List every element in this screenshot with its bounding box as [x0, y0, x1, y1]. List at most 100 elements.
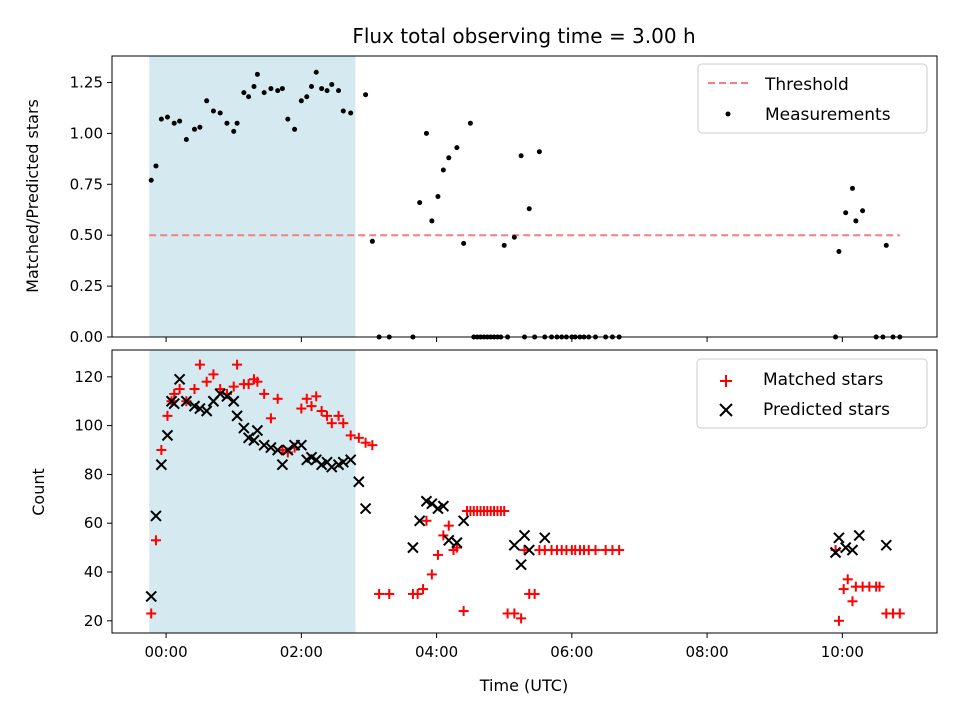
x-tick-label: 06:00: [550, 643, 593, 661]
measurement-point: [883, 242, 889, 248]
matched-star-point: [150, 535, 161, 546]
measurement-point: [417, 200, 423, 206]
y-tick-label: 0.50: [70, 226, 103, 244]
predicted-star-point: [451, 537, 463, 549]
bottom-legend-box: [696, 358, 928, 429]
measurement-point: [461, 240, 467, 246]
predicted-star-point: [337, 456, 349, 468]
measurement-point: [251, 84, 257, 90]
y-tick-label: 20: [84, 612, 103, 630]
matched-star-point: [590, 545, 601, 556]
x-tick-label: 02:00: [280, 643, 323, 661]
predicted-star-point: [345, 454, 357, 466]
matched-stars-points: [146, 359, 905, 626]
measurement-point: [429, 218, 435, 224]
predicted-star-point: [258, 439, 270, 451]
measurement-point: [285, 116, 291, 122]
predicted-star-point: [829, 546, 842, 559]
measurement-points: [148, 69, 903, 340]
predicted-star-point: [271, 444, 284, 456]
measurement-point: [853, 218, 859, 224]
measurement-point: [177, 118, 183, 124]
measurement-point: [241, 90, 247, 96]
matched-star-point: [252, 376, 263, 387]
matched-star-point: [838, 584, 849, 595]
matched-star-point: [374, 588, 385, 599]
predicted-star-point: [180, 395, 193, 407]
predicted-star-point: [523, 544, 535, 556]
measurement-point: [279, 86, 285, 92]
matched-star-point: [272, 393, 283, 404]
matched-star-point: [156, 445, 167, 456]
measurement-point: [268, 86, 274, 92]
predicted-star-point: [228, 395, 240, 407]
predicted-star-point: [295, 439, 308, 451]
measurement-point: [158, 116, 164, 122]
predicted-star-point: [194, 402, 206, 415]
measurement-point: [423, 130, 429, 136]
predicted-star-point: [221, 390, 233, 403]
bottom-legend: Matched stars Predicted stars: [696, 358, 928, 429]
predicted-star-point: [251, 424, 264, 437]
measurement-point: [153, 163, 159, 169]
predicted-star-point: [248, 434, 260, 446]
predicted-star-point: [457, 515, 470, 527]
matched-star-point: [353, 432, 364, 443]
measurement-point: [313, 69, 319, 75]
predicted-star-point: [846, 544, 859, 556]
predicted-star-point: [214, 388, 226, 400]
predicted-star-point: [173, 373, 186, 385]
matched-star-point: [316, 405, 327, 416]
predicted-star-point: [282, 444, 294, 456]
matched-star-point: [306, 401, 317, 412]
measurement-point: [518, 153, 524, 159]
predicted-star-point: [231, 410, 243, 422]
matched-star-point: [228, 381, 239, 392]
measurement-point: [860, 208, 866, 214]
x-tick-label: 08:00: [685, 643, 728, 661]
top-y-axis-label: Matched/Predicted stars: [23, 99, 42, 293]
predicted-star-point: [443, 534, 455, 547]
matched-star-point: [243, 379, 254, 390]
bottom-x-ticks: 00:00 02:00 04:00 06:00 08:00 10:00: [144, 633, 864, 661]
legend-predicted-swatch: [719, 403, 733, 417]
measurement-point: [536, 149, 542, 155]
y-tick-label: 1.25: [70, 73, 103, 91]
measurement-point: [246, 94, 252, 100]
legend-predicted-label: Predicted stars: [763, 400, 890, 420]
measurement-point: [435, 194, 441, 199]
measurement-point: [440, 167, 446, 173]
matched-star-point: [296, 403, 307, 414]
y-tick-label: 0.00: [70, 328, 103, 346]
legend-matched-swatch: [720, 375, 732, 387]
measurement-point: [324, 88, 330, 94]
predicted-star-point: [200, 405, 213, 417]
predicted-star-point: [168, 397, 180, 410]
matched-star-point: [499, 506, 510, 517]
matched-star-point: [842, 574, 853, 585]
measurement-point: [369, 238, 375, 244]
measurement-point: [171, 120, 177, 126]
y-tick-label: 40: [84, 563, 103, 581]
bottom-y-axis-label: Count: [29, 468, 48, 516]
measurement-point: [340, 108, 346, 114]
measurement-point: [308, 84, 314, 90]
matched-star-point: [189, 384, 200, 395]
predicted-star-point: [353, 476, 365, 488]
measurement-point: [467, 120, 473, 126]
predicted-star-point: [265, 441, 277, 454]
measurement-point: [148, 177, 154, 183]
matched-star-point: [458, 606, 469, 617]
measurement-point: [234, 120, 240, 126]
y-tick-label: 120: [74, 368, 103, 386]
predicted-star-point: [515, 558, 527, 571]
measurement-point: [304, 94, 310, 100]
matched-star-point: [418, 584, 429, 595]
x-tick-label: 00:00: [144, 643, 187, 661]
matched-star-point: [367, 440, 378, 451]
measurement-point: [836, 248, 842, 254]
measurement-point: [849, 185, 855, 191]
matched-star-point: [426, 569, 437, 580]
predicted-star-point: [413, 515, 426, 527]
